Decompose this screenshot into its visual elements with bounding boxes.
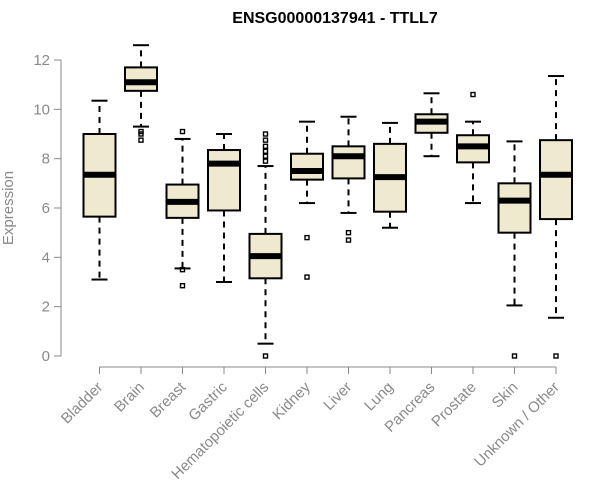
iqr-box	[331, 145, 366, 180]
box-kidney	[290, 120, 324, 280]
outlier-point	[553, 353, 559, 359]
iqr-box	[124, 66, 158, 92]
chart-title: ENSG00000137941 - TTLL7	[232, 10, 438, 27]
y-tick-label: 6	[42, 200, 50, 217]
outlier-point	[470, 91, 476, 98]
box-prostate	[456, 91, 490, 205]
outlier-point	[262, 153, 269, 159]
box-series	[82, 44, 573, 359]
iqr-box	[290, 152, 324, 181]
outlier-point	[262, 131, 269, 137]
iqr-box	[207, 149, 241, 212]
iqr-box	[497, 182, 532, 234]
outlier-point	[179, 128, 186, 135]
outlier-point	[345, 229, 352, 236]
outlier-point	[179, 283, 186, 289]
outlier-point	[304, 274, 310, 280]
y-tick-label: 2	[42, 299, 50, 316]
box-brain	[124, 44, 158, 143]
outlier-point	[138, 137, 144, 143]
y-tick-label: 0	[42, 348, 50, 365]
y-tick-label: 8	[42, 151, 50, 168]
iqr-box	[539, 139, 573, 221]
box-breast	[165, 128, 200, 289]
x-tick-label: Prostate	[428, 379, 480, 431]
box-liver	[331, 115, 366, 243]
outlier-point	[179, 266, 186, 273]
y-tick-label: 12	[33, 52, 50, 69]
y-axis-label: Expression	[0, 171, 17, 245]
outlier-point	[138, 131, 144, 137]
outlier-point	[345, 237, 352, 243]
outlier-point	[262, 137, 269, 143]
x-tick-label: Liver	[320, 379, 355, 414]
x-tick-label: Brain	[111, 379, 148, 416]
x-tick-label: Breast	[147, 378, 190, 421]
outlier-point	[304, 234, 310, 241]
box-lung	[373, 121, 407, 229]
outlier-point	[262, 148, 269, 154]
box-bladder	[82, 99, 117, 281]
outlier-point	[511, 353, 518, 359]
box-unknown-other	[539, 75, 573, 359]
x-tick-label: Kidney	[269, 378, 314, 423]
outlier-point	[262, 353, 269, 359]
y-axis: 0 2 4 6 8 10 12	[33, 52, 62, 365]
outlier-point	[262, 143, 269, 150]
x-tick-label: Lung	[361, 379, 397, 415]
x-tick-label: Bladder	[58, 379, 107, 428]
outlier-point	[262, 158, 269, 164]
y-tick-label: 4	[42, 249, 50, 266]
box-skin	[497, 140, 532, 359]
box-pancreas	[414, 92, 449, 158]
x-tick-label: Skin	[489, 379, 522, 412]
box-gastric	[207, 133, 241, 283]
box-hematopoietic-cells	[248, 131, 283, 359]
y-tick-label: 10	[33, 101, 50, 118]
